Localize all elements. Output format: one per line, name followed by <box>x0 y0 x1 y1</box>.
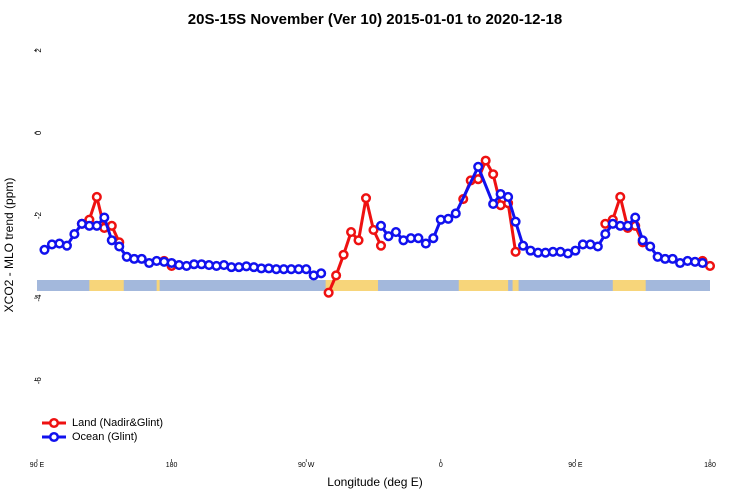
data-point <box>488 198 499 210</box>
data-point <box>360 193 372 204</box>
data-point <box>353 235 364 246</box>
x-tick-label: 90 W <box>298 462 315 469</box>
x-tick-label: 0 <box>439 462 443 469</box>
y-tick-label: 0 <box>34 130 43 135</box>
data-point <box>39 244 50 255</box>
land-region <box>512 280 519 291</box>
data-point <box>136 253 147 264</box>
data-point <box>61 240 72 251</box>
land-region <box>156 280 160 291</box>
data-point <box>99 212 110 223</box>
y-tick-label: -4 <box>34 294 43 302</box>
data-point <box>510 216 521 227</box>
data-point <box>503 191 514 202</box>
data-point <box>630 212 641 223</box>
data-point <box>645 241 656 252</box>
land-region <box>612 280 646 291</box>
x-tick-label: 90 E <box>30 462 45 469</box>
y-tick-label: 2 <box>34 48 43 53</box>
y-axis-title: XCO2 - MLO trend (ppm) <box>2 178 16 313</box>
data-point <box>301 264 312 275</box>
data-point <box>600 229 611 240</box>
land-region <box>458 280 509 291</box>
legend-label: Land (Nadir&Glint) <box>72 417 163 429</box>
data-point <box>375 220 387 231</box>
data-point <box>375 240 387 251</box>
data-point <box>331 270 342 281</box>
data-point <box>488 169 499 180</box>
data-point <box>383 231 394 242</box>
data-point <box>316 268 327 279</box>
data-point <box>667 253 678 264</box>
data-point <box>91 220 102 231</box>
data-point <box>428 233 439 244</box>
data-point <box>697 257 708 269</box>
data-point <box>450 208 461 219</box>
legend-label: Ocean (Glint) <box>72 431 137 443</box>
data-point <box>443 213 454 224</box>
legend-marker <box>48 417 60 429</box>
data-point <box>473 161 484 172</box>
data-point <box>570 245 581 256</box>
data-point <box>615 191 626 202</box>
data-point <box>518 240 529 251</box>
chart-title: 20S-15S November (Ver 10) 2015-01-01 to … <box>188 11 562 28</box>
data-point <box>346 226 357 238</box>
x-tick-label: 90 E <box>568 462 583 469</box>
y-tick-label: -2 <box>34 211 43 219</box>
data-point <box>420 238 431 249</box>
data-point <box>114 241 125 252</box>
land-region <box>325 280 378 291</box>
land-region <box>89 280 124 291</box>
data-point <box>592 241 603 252</box>
data-point <box>69 229 80 240</box>
data-point <box>91 191 102 202</box>
data-point <box>390 226 401 238</box>
x-tick-label: 180 <box>166 462 178 469</box>
data-point <box>338 249 349 260</box>
y-tick-label: -6 <box>34 377 43 385</box>
data-point <box>323 287 334 298</box>
x-axis-title: Longitude (deg E) <box>327 475 422 489</box>
data-point <box>413 233 424 244</box>
legend-marker <box>48 431 60 443</box>
x-tick-label: 180 <box>704 462 716 469</box>
data-point <box>480 155 491 166</box>
data-point <box>637 235 648 246</box>
data-point <box>622 220 633 231</box>
data-point <box>368 224 379 236</box>
data-point <box>106 235 117 246</box>
data-point <box>510 246 521 257</box>
